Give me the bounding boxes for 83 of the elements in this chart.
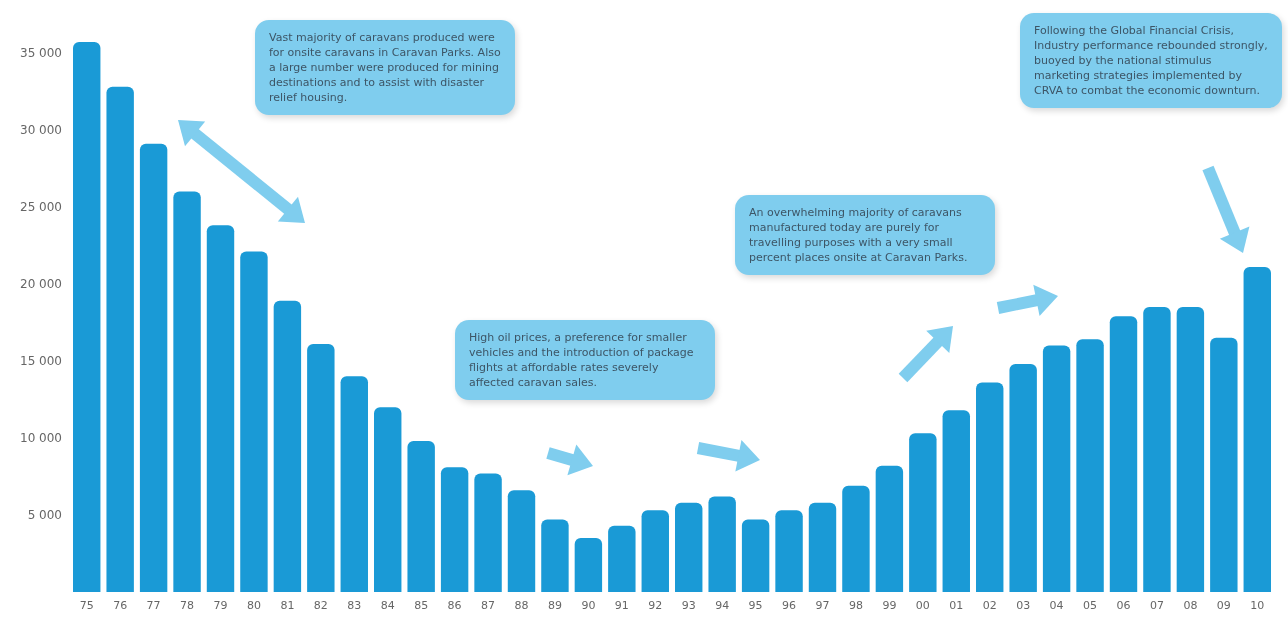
y-tick-label: 20 000 <box>20 276 62 291</box>
x-tick-label: 91 <box>614 599 629 612</box>
x-tick-label: 77 <box>146 599 161 612</box>
x-tick-label: 04 <box>1049 599 1064 612</box>
speech-bubble: Following the Global Financial Crisis, Industry performance rebounded strongly, buoyed by the national stimulus marketing strategies implemented by CRVA to combat the economic downturn. <box>1020 13 1282 108</box>
y-tick-label: 25 000 <box>20 199 62 214</box>
bar <box>106 86 134 592</box>
x-tick-label: 08 <box>1183 599 1198 612</box>
bar <box>206 225 235 592</box>
x-tick-label: 79 <box>213 599 228 612</box>
bar <box>942 410 970 592</box>
x-tick-label: 95 <box>748 599 763 612</box>
bar <box>1076 339 1104 592</box>
bar <box>708 496 736 592</box>
x-tick-label: 97 <box>815 599 830 612</box>
y-tick-label: 35 000 <box>20 45 62 60</box>
x-tick-label: 05 <box>1083 599 1098 612</box>
bar <box>1243 266 1271 592</box>
bar <box>909 433 937 592</box>
x-tick-label: 82 <box>313 599 328 612</box>
x-tick-label: 02 <box>982 599 997 612</box>
x-tick-label: 89 <box>547 599 562 612</box>
bar <box>73 42 101 592</box>
bar <box>273 300 302 592</box>
y-tick-label: 10 000 <box>20 430 62 445</box>
x-tick-label: 83 <box>347 599 362 612</box>
bar <box>976 382 1004 592</box>
x-tick-label: 96 <box>782 599 797 612</box>
bar <box>1176 307 1205 592</box>
bar <box>507 490 536 592</box>
x-tick-label: 80 <box>246 599 261 612</box>
bar <box>1210 337 1238 592</box>
x-tick-label: 93 <box>681 599 696 612</box>
bar <box>1009 364 1037 592</box>
x-tick-label: 88 <box>514 599 529 612</box>
bar <box>842 485 870 592</box>
bar <box>1109 316 1138 592</box>
x-tick-label: 78 <box>180 599 195 612</box>
bar <box>307 343 335 592</box>
x-tick-label: 90 <box>581 599 596 612</box>
bar <box>340 376 368 592</box>
speech-bubble: Vast majority of caravans produced were for onsite caravans in Caravan Parks. Also a large number were produced for mining destinations and to assist with disaster relief housing. <box>255 20 515 115</box>
speech-bubble: High oil prices, a preference for smaller vehicles and the introduction of package flights at affordable rates severely affected caravan sales. <box>455 320 715 400</box>
speech-bubble: An overwhelming majority of caravans manufactured today are purely for travelling purposes with a very small percent places onsite at Caravan Parks. <box>735 195 995 275</box>
bar <box>1042 345 1071 592</box>
bar <box>173 191 201 592</box>
bar <box>474 473 502 592</box>
bar <box>675 502 703 592</box>
x-tick-label: 94 <box>715 599 730 612</box>
bar <box>574 538 603 592</box>
x-tick-label: 87 <box>481 599 496 612</box>
x-tick-label: 98 <box>848 599 863 612</box>
y-tick-label: 5 000 <box>27 507 62 522</box>
bar <box>541 519 569 592</box>
bar <box>808 502 837 592</box>
x-tick-label: 10 <box>1250 599 1265 612</box>
bar <box>374 407 402 592</box>
bar <box>440 467 469 592</box>
bar <box>875 465 904 592</box>
bar <box>240 251 268 592</box>
x-tick-label: 75 <box>79 599 94 612</box>
x-tick-label: 09 <box>1216 599 1231 612</box>
x-tick-label: 86 <box>447 599 462 612</box>
bar <box>641 510 669 592</box>
x-tick-label: 07 <box>1149 599 1164 612</box>
x-tick-label: 81 <box>280 599 295 612</box>
bar <box>407 441 435 592</box>
x-tick-label: 01 <box>949 599 964 612</box>
bar <box>741 519 770 592</box>
bar <box>608 525 636 592</box>
y-tick-label: 30 000 <box>20 122 62 137</box>
x-tick-label: 00 <box>915 599 930 612</box>
x-tick-label: 03 <box>1016 599 1031 612</box>
x-tick-label: 92 <box>648 599 663 612</box>
x-tick-label: 85 <box>414 599 429 612</box>
x-tick-label: 84 <box>380 599 395 612</box>
bar <box>1143 307 1171 592</box>
x-tick-label: 06 <box>1116 599 1131 612</box>
x-tick-label: 99 <box>882 599 897 612</box>
bar <box>139 143 168 592</box>
x-tick-label: 76 <box>113 599 128 612</box>
bar <box>775 510 803 592</box>
y-tick-label: 15 000 <box>20 353 62 368</box>
